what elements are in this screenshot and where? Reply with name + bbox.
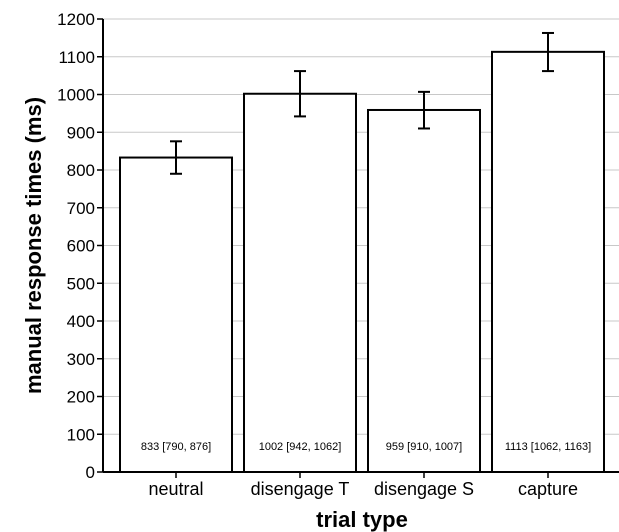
x-category-label: capture	[518, 479, 578, 499]
y-tick-label: 200	[67, 388, 95, 407]
y-tick-label: 1200	[57, 10, 95, 29]
bar-data-label: 959 [910, 1007]	[386, 441, 462, 453]
labels: 0 100 200 300 400 500 600 700 800 900 1000 1100 1200…	[57, 10, 591, 499]
y-tick-label: 1100	[58, 48, 95, 67]
bar	[367, 108, 481, 473]
y-tick-label: 600	[67, 237, 95, 256]
bar-data-label: 1113 [1062, 1163]	[505, 441, 591, 453]
axes	[97, 18, 619, 478]
bars	[119, 31, 605, 474]
bar	[243, 92, 357, 474]
bar	[491, 50, 605, 473]
y-tick-label: 100	[67, 425, 95, 444]
bar-data-label: 833 [790, 876]	[141, 441, 211, 453]
y-tick-label: 0	[86, 463, 95, 482]
y-tick-label: 700	[67, 199, 95, 218]
y-tick-label: 1000	[57, 86, 95, 105]
bar	[119, 156, 233, 473]
x-category-label: neutral	[148, 479, 203, 499]
x-axis-title: trial type	[316, 507, 408, 532]
bar-data-label: 1002 [942, 1062]	[259, 441, 342, 453]
y-axis-title: manual response times (ms)	[21, 97, 46, 394]
y-tick-label: 400	[67, 312, 95, 331]
y-tick-label: 900	[67, 123, 95, 142]
y-tick-label: 300	[67, 350, 95, 369]
x-category-label: disengage T	[251, 479, 350, 499]
y-tick-label: 800	[67, 161, 95, 180]
x-category-label: disengage S	[374, 479, 474, 499]
y-tick-label: 500	[67, 274, 95, 293]
